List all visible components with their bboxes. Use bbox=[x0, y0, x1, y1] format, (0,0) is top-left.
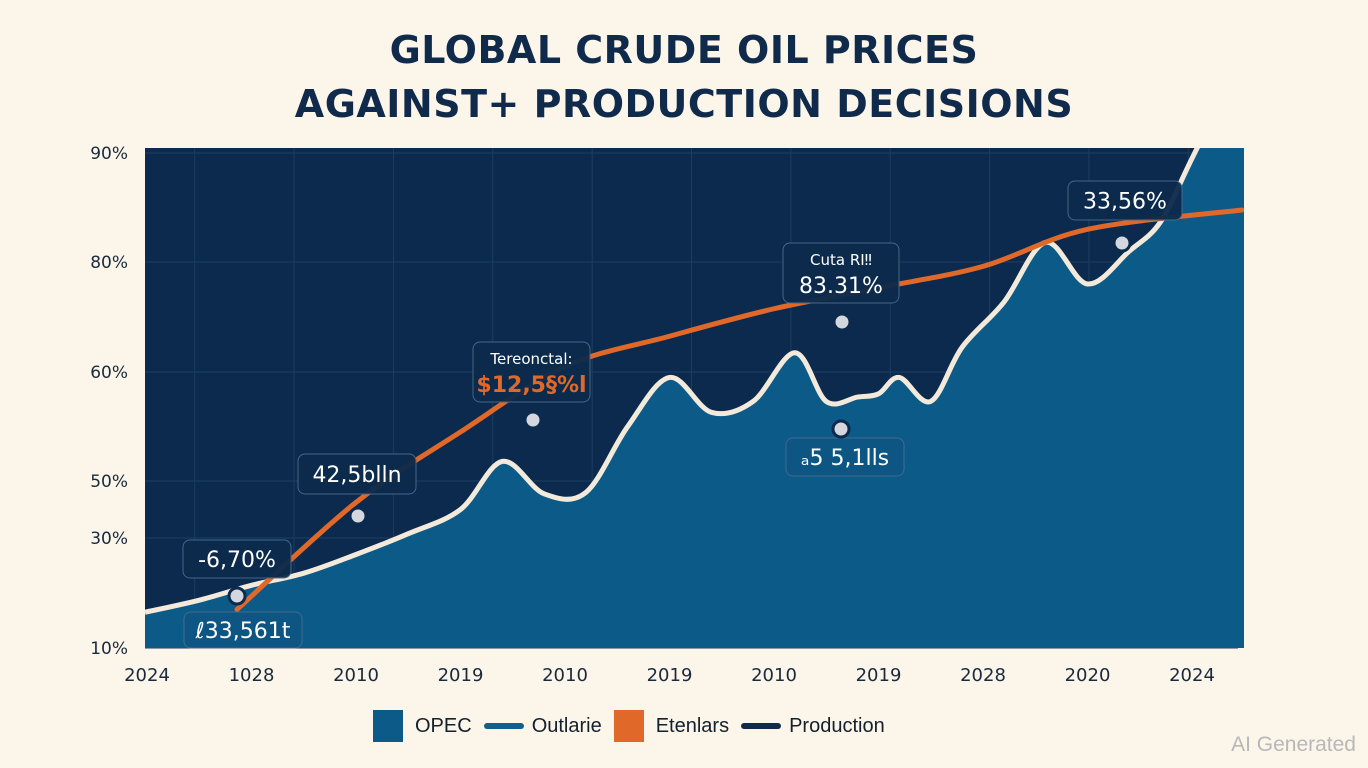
data-point-marker[interactable] bbox=[227, 586, 247, 606]
y-axis-ticks: 90% 80% 60% 50% 30% 10% bbox=[90, 144, 128, 659]
annotation-callout: -6,70% bbox=[182, 539, 292, 579]
chart-title-line-1: GLOBAL CRUDE OIL PRICES bbox=[389, 28, 979, 72]
annotation-callout: ℓ33,561t bbox=[183, 611, 303, 649]
x-tick-label: 2019 bbox=[438, 665, 484, 686]
x-tick-label: 1028 bbox=[229, 665, 275, 686]
x-tick-label: 2010 bbox=[751, 665, 797, 686]
annotation-value: $12,5§%l bbox=[476, 373, 586, 398]
annotation-box bbox=[297, 453, 417, 495]
legend-swatch-production bbox=[741, 723, 782, 729]
annotation-value: -6,70% bbox=[198, 548, 276, 573]
legend-swatch-outlarie bbox=[483, 723, 524, 729]
y-tick-label: 10% bbox=[90, 639, 128, 659]
x-tick-label: 2010 bbox=[542, 665, 588, 686]
annotation-box bbox=[782, 242, 900, 304]
x-tick-label: 2024 bbox=[1169, 665, 1215, 686]
legend-label: OPEC bbox=[415, 714, 472, 737]
annotation-callout: 33,56% bbox=[1067, 180, 1183, 221]
x-tick-label: 2019 bbox=[856, 665, 902, 686]
annotation-box bbox=[1067, 180, 1183, 221]
legend-item-etenlars[interactable]: Etenlars bbox=[613, 710, 730, 742]
annotation-callout: Cuta RI‼ 83.31% bbox=[782, 242, 900, 304]
x-tick-label: 2024 bbox=[124, 665, 170, 686]
y-tick-label: 50% bbox=[90, 472, 128, 492]
y-tick-label: 90% bbox=[90, 144, 128, 164]
annotation-value: ₐ5 5,1l‌ls bbox=[801, 446, 889, 471]
annotation-callout: 42,5bl‌ln bbox=[297, 453, 417, 495]
x-tick-label: 2020 bbox=[1065, 665, 1111, 686]
chart-title-line-2: AGAINST+ PRODUCTION DECISIONS bbox=[294, 82, 1074, 126]
legend-item-production[interactable]: Production bbox=[741, 715, 885, 738]
legend-label: Outlarie bbox=[531, 714, 602, 737]
annotation-value: 33,56% bbox=[1083, 190, 1167, 215]
legend-swatch-etenlars bbox=[613, 710, 644, 742]
legend-item-outlarie[interactable]: Outlarie bbox=[483, 714, 602, 738]
data-point-marker[interactable] bbox=[1112, 233, 1132, 253]
annotation-title: Cuta RI‼ bbox=[810, 251, 872, 269]
legend-label: Etenlars bbox=[655, 714, 730, 737]
area-opec-outline bbox=[145, 148, 1200, 615]
annotation-value: 83.31% bbox=[799, 274, 883, 299]
annotation-box bbox=[182, 539, 292, 579]
x-axis-ticks: 2024 1028 2010 2019 2010 2019 2010 2019 2028 2020… bbox=[124, 665, 1215, 686]
annotation-box bbox=[183, 611, 303, 649]
annotation-box bbox=[472, 341, 591, 403]
x-tick-label: 2019 bbox=[647, 665, 693, 686]
y-tick-label: 30% bbox=[90, 529, 128, 549]
y-tick-label: 60% bbox=[90, 363, 128, 383]
annotations: -6,70% ℓ33,561t 42,5bl‌ln Tereonctal: $12,5§… bbox=[182, 180, 1183, 649]
annotation-title: Tereonctal: bbox=[489, 350, 572, 368]
legend-label: Production bbox=[789, 714, 885, 737]
x-tick-label: 2010 bbox=[333, 665, 379, 686]
x-tick-label: 2028 bbox=[960, 665, 1006, 686]
annotation-callout: Tereonctal: $12,5§%l bbox=[472, 341, 591, 403]
data-point-marker[interactable] bbox=[831, 419, 851, 439]
legend-item-opec[interactable]: OPEC bbox=[373, 710, 472, 742]
annotation-value: 42,5bl‌ln bbox=[312, 463, 401, 488]
legend-swatch-opec bbox=[373, 710, 403, 742]
data-point-marker[interactable] bbox=[523, 410, 543, 430]
annotation-value: ℓ33,561t bbox=[195, 619, 291, 644]
data-point-marker[interactable] bbox=[832, 312, 852, 332]
ai-generated-watermark: AI Generated bbox=[1231, 733, 1356, 756]
annotation-box bbox=[785, 437, 905, 477]
annotation-callout: ₐ5 5,1l‌ls bbox=[785, 437, 905, 477]
y-tick-label: 80% bbox=[90, 253, 128, 273]
legend: OPEC Outlarie Etenlars Production bbox=[373, 708, 897, 744]
data-point-marker[interactable] bbox=[348, 506, 368, 526]
